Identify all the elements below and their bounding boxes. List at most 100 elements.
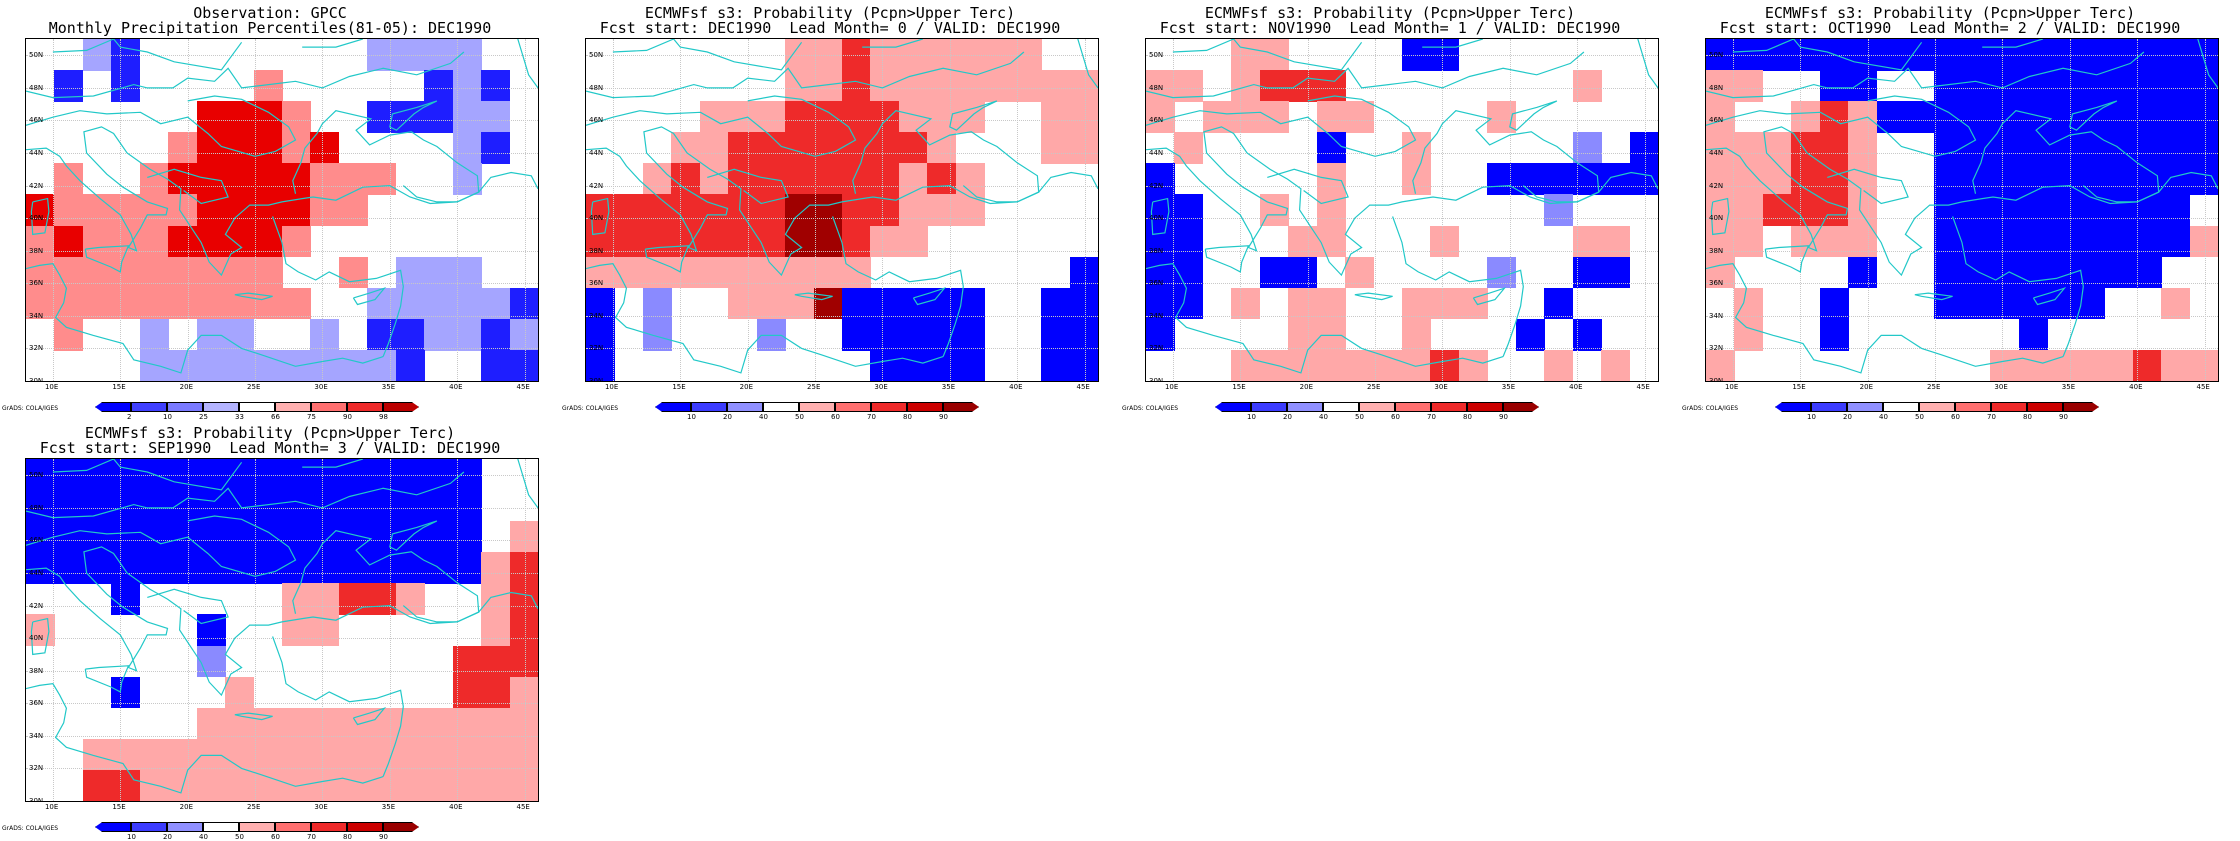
- lat-label: 46N: [1149, 116, 1164, 125]
- grid-cell: [481, 70, 511, 102]
- grid-cell: [955, 163, 985, 196]
- gridline-lat: [26, 540, 538, 542]
- lon-label: 15E: [672, 383, 686, 391]
- lon-label: 40E: [449, 383, 463, 391]
- grid-cell: [111, 39, 141, 71]
- coastlines: [26, 39, 538, 374]
- colorbar-segment: [727, 402, 763, 412]
- gridline-lat: [586, 87, 1098, 89]
- grid-cell: [282, 490, 312, 522]
- coastline: [84, 665, 130, 693]
- grid-cell: [54, 225, 84, 258]
- lon-label: 35E: [2061, 383, 2076, 391]
- coastline: [1354, 292, 1393, 301]
- grid-cell: [1069, 349, 1098, 381]
- coastline: [517, 459, 538, 509]
- grid-cell: [756, 256, 786, 289]
- gridline-lon: [1240, 39, 1242, 381]
- coastline: [1982, 39, 2043, 48]
- grid-cell: [1848, 256, 1878, 289]
- grid-cell: [481, 318, 511, 351]
- gridline-lat: [26, 250, 538, 252]
- lat-label: 44N: [29, 149, 44, 157]
- grid-cell: [984, 39, 1014, 71]
- grid-cell: [1819, 132, 1849, 164]
- grid-cell: [1288, 287, 1318, 320]
- grid-cell: [509, 645, 538, 678]
- colorbar-tick-label: 75: [307, 413, 316, 421]
- gridline-lon: [255, 459, 257, 801]
- grid-cell: [1734, 318, 1764, 351]
- coastline: [586, 95, 857, 157]
- coastline: [2032, 286, 2067, 306]
- grid-cell: [111, 256, 141, 289]
- gridline-lat: [26, 153, 538, 154]
- grid-cell: [1905, 101, 1935, 133]
- grid-cell: [2075, 39, 2105, 71]
- grid-cell: [2047, 163, 2077, 196]
- grid-cell: [842, 163, 872, 196]
- grid-cell: [2161, 225, 2191, 258]
- grid-cell: [927, 70, 957, 102]
- grid-cell: [1174, 194, 1204, 227]
- grid-cell: [168, 521, 198, 553]
- colorbar-tick-label: 70: [1987, 413, 1996, 421]
- grid-cell: [1146, 256, 1176, 289]
- grid-cell: [424, 769, 454, 801]
- grid-cell: [282, 707, 312, 740]
- grid-cell: [1734, 39, 1764, 71]
- grid-cell: [1848, 163, 1878, 196]
- grid-cell: [2104, 256, 2134, 289]
- grid-cell: [395, 39, 425, 71]
- lon-label: 25E: [1367, 383, 1381, 391]
- gridline-lat: [1706, 120, 2218, 122]
- coastline: [272, 216, 404, 357]
- coastline: [402, 591, 538, 623]
- grid-cell: [2018, 225, 2048, 258]
- coastline: [586, 110, 1040, 277]
- colorbar-segment: [311, 402, 347, 412]
- grid-cell: [1069, 256, 1098, 289]
- grid-cell: [955, 39, 985, 71]
- grid-cell: [898, 194, 928, 227]
- lon-label: 30E: [874, 383, 888, 391]
- grid-cell: [253, 349, 283, 381]
- colorbar-tick-label: 50: [235, 833, 244, 841]
- grid-cell: [870, 318, 900, 351]
- grid-cell: [196, 707, 226, 740]
- colorbar-tick-label: 40: [1319, 413, 1328, 421]
- lat-label: 40N: [1149, 214, 1164, 223]
- grid-cell: [1041, 349, 1071, 381]
- gridline-lat: [1146, 315, 1658, 317]
- lon-label: 10E: [604, 383, 619, 391]
- lat-label: 42N: [29, 601, 44, 610]
- map-panel-lead1: ECMWFsf s3: Probability (Pcpn>Upper Terc…: [1120, 0, 1660, 421]
- grid-cell: [1288, 256, 1318, 289]
- colorbar-segment: [1883, 402, 1919, 412]
- coastline: [1706, 95, 1977, 157]
- grid-cell: [1146, 225, 1176, 258]
- grid-cell: [2047, 349, 2077, 381]
- grid-cell: [898, 163, 928, 196]
- grid-cell: [139, 738, 169, 771]
- grid-cell: [1706, 163, 1736, 196]
- colorbar-segment: [1251, 402, 1287, 412]
- grid-cell: [1041, 287, 1071, 320]
- colorbar: [1775, 402, 2099, 412]
- grid-cell: [367, 707, 397, 740]
- grid-cell: [338, 349, 368, 381]
- gridline-lat: [26, 283, 538, 285]
- grid-cell: [367, 287, 397, 320]
- grid-cell: [1734, 225, 1764, 258]
- coastline: [1146, 95, 1417, 157]
- grid-cell: [955, 318, 985, 351]
- grid-cell: [168, 552, 198, 584]
- grid-cell: [1316, 132, 1346, 164]
- grid-cell: [139, 287, 169, 320]
- grid-cell: [1791, 39, 1821, 71]
- grid-cell: [785, 132, 815, 164]
- grid-cell: [1933, 194, 1963, 227]
- grid-cell: [282, 521, 312, 553]
- grid-cell: [2047, 70, 2077, 102]
- grid-cell: [1848, 132, 1878, 164]
